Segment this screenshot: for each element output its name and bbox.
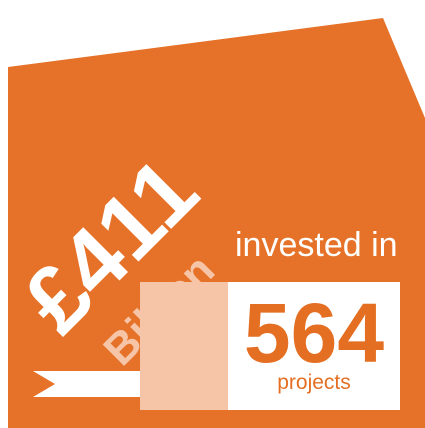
peach-band (140, 282, 228, 410)
project-count: 564 (244, 286, 384, 380)
projects-label: projects (277, 371, 351, 394)
ribbon-left-tail (33, 371, 140, 397)
project-count-box (228, 282, 400, 410)
invested-label: invested in (235, 226, 398, 264)
